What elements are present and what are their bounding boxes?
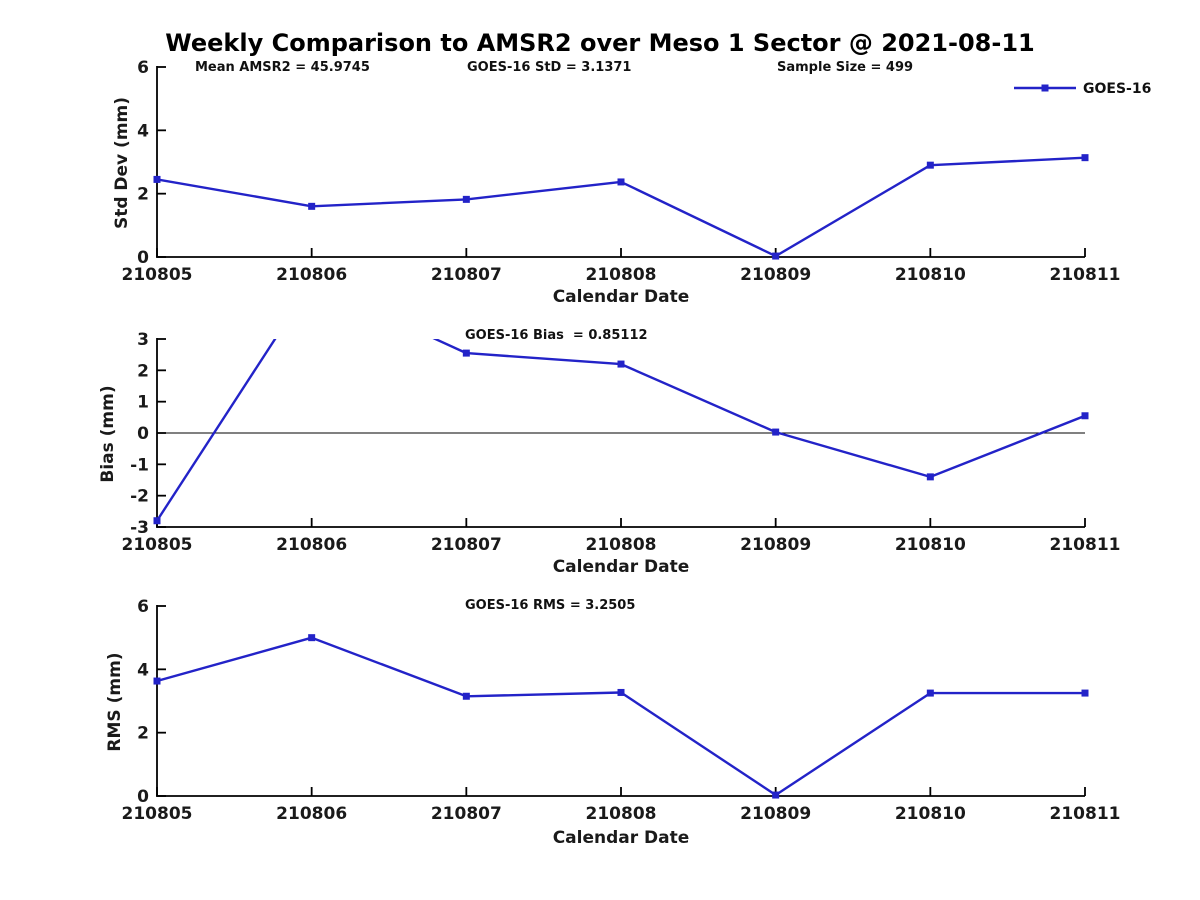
x-axis-title-1: Calendar Date [552,287,690,307]
x-tick-label: 210805 [122,535,193,555]
data-line-goes-16 [157,156,1085,257]
data-point-marker [153,517,161,525]
legend-swatch [1014,84,1076,92]
data-point-marker [617,178,625,186]
legend: GOES-16 [1012,78,1182,100]
data-point-marker [772,791,780,799]
data-point-marker [772,252,780,260]
x-tick-label: 210808 [586,535,657,555]
x-axis-title-2: Calendar Date [552,557,690,577]
y-tick-label: 2 [137,185,149,205]
x-tick-label: 210808 [586,265,657,285]
data-point-marker [1081,154,1089,162]
y-axis-title-std-dev: Std Dev (mm) [112,96,132,230]
y-tick-label: -2 [130,487,149,507]
data-point-marker [462,692,470,700]
x-tick-label: 210805 [122,265,193,285]
x-tick-label: 210811 [1050,265,1121,285]
chart-title: Weekly Comparison to AMSR2 over Meso 1 S… [165,29,1035,57]
y-tick-label: 4 [137,121,149,141]
annotation-goes16-rms: GOES-16 RMS = 3.2505 [465,598,636,613]
legend-marker-icon [1041,84,1049,92]
subplot-std-dev: 0 2 4 6 210805 210806 210807 210808 210809 210810… [122,58,1121,285]
annotation-sample-size: Sample Size = 499 [777,60,914,75]
x-tick-label: 210811 [1050,804,1121,824]
data-point-marker [772,428,780,436]
data-point-marker [617,688,625,696]
data-point-marker [308,202,316,210]
data-line-goes-16 [157,339,1085,522]
data-point-marker [926,161,934,169]
data-line-goes-16 [157,636,1085,796]
y-tick-label: -1 [130,455,149,475]
data-point-marker [926,689,934,697]
x-tick-label: 210810 [895,804,966,824]
x-tick-label: 210808 [586,804,657,824]
x-tick-label: 210811 [1050,535,1121,555]
data-point-marker [308,634,316,642]
x-tick-label: 210807 [431,265,502,285]
subplot-rms: 0 2 4 6 210805 210806 210807 210808 210809 210810… [122,597,1121,824]
annotation-goes16-bias: GOES-16 Bias = 0.85112 [465,328,648,343]
x-tick-label: 210809 [740,535,811,555]
x-axis-title-3: Calendar Date [552,828,690,848]
data-point-marker [1081,412,1089,420]
x-tick-label: 210805 [122,804,193,824]
y-tick-label: 3 [137,330,149,350]
data-point-marker [1081,689,1089,697]
x-tick-label: 210806 [276,804,347,824]
y-tick-label: -3 [130,518,149,538]
x-tick-label: 210809 [740,265,811,285]
data-point-marker [153,677,161,685]
x-tick-label: 210807 [431,804,502,824]
y-tick-label: 0 [137,787,149,807]
x-tick-label: 210806 [276,535,347,555]
y-tick-label: 2 [137,361,149,381]
y-tick-label: 0 [137,424,149,444]
y-tick-label: 2 [137,724,149,744]
y-tick-label: 0 [137,248,149,268]
y-axis-title-rms: RMS (mm) [105,652,125,752]
annotation-mean-amsr2: Mean AMSR2 = 45.9745 [195,60,370,75]
x-tick-label: 210806 [276,265,347,285]
x-tick-label: 210809 [740,804,811,824]
y-tick-label: 6 [137,58,149,78]
data-point-marker [153,175,161,183]
y-axis-title-bias: Bias (mm) [98,385,118,483]
x-tick-label: 210807 [431,535,502,555]
y-tick-label: 4 [137,660,149,680]
x-tick-label: 210810 [895,535,966,555]
x-tick-label: 210810 [895,265,966,285]
y-tick-label: 1 [137,393,149,413]
data-point-marker [926,473,934,481]
y-tick-label: 6 [137,597,149,617]
data-point-marker [462,349,470,357]
legend-series-label: GOES-16 [1083,81,1152,97]
annotation-goes16-std: GOES-16 StD = 3.1371 [467,60,632,75]
data-point-marker [617,360,625,368]
data-point-marker [462,195,470,203]
